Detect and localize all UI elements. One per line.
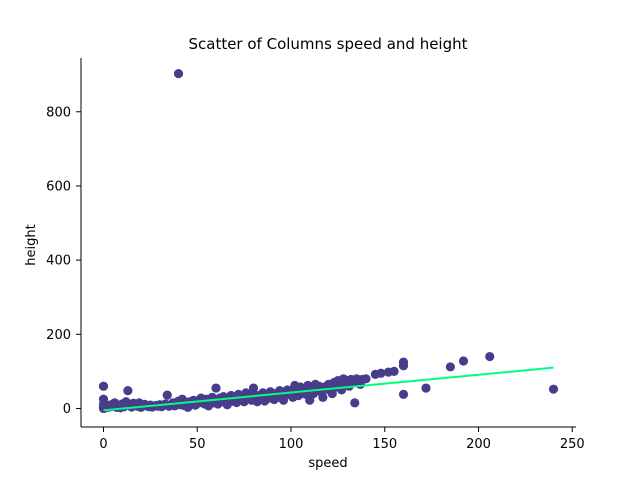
- y-tick-label: 600: [46, 179, 71, 194]
- trendline: [103, 366, 554, 412]
- scatter-point: [211, 383, 221, 393]
- scatter-point: [305, 395, 315, 405]
- y-tick-label: 0: [63, 402, 71, 417]
- y-axis-label: height: [24, 224, 39, 265]
- scatter-point: [123, 386, 133, 396]
- y-tick-label: 200: [46, 328, 71, 343]
- scatter-point: [389, 366, 399, 376]
- y-tick-label: 400: [46, 254, 71, 269]
- y-tick-label: 800: [46, 105, 71, 120]
- scatter-point: [361, 374, 371, 384]
- scatter-point: [398, 361, 409, 371]
- scatter-point: [421, 383, 431, 393]
- scatter-point: [350, 398, 360, 408]
- scatter-point: [485, 351, 495, 362]
- scatter-point: [173, 68, 184, 79]
- scatter-point: [398, 389, 409, 399]
- axes: [80, 58, 576, 428]
- x-tick-label: 50: [189, 437, 206, 452]
- x-tick-label: 0: [99, 437, 107, 452]
- scatter-point: [162, 390, 172, 400]
- x-tick-label: 250: [560, 437, 585, 452]
- scatter-point: [98, 381, 109, 391]
- scatter-point: [278, 395, 289, 405]
- scatter-point: [458, 356, 469, 366]
- scatter-point: [376, 368, 386, 378]
- trendline-group: [103, 366, 554, 412]
- scatter-point: [327, 389, 337, 399]
- scatter-points: [98, 68, 559, 414]
- scatter-point: [548, 384, 559, 394]
- axis-ticks: 0 50 100 150 200 250 0 200 400 600 800: [46, 105, 584, 452]
- x-tick-label: 200: [466, 437, 491, 452]
- x-axis-label: speed: [308, 456, 347, 471]
- scatter-point: [318, 392, 328, 402]
- scatter-point: [445, 362, 455, 372]
- chart-title: Scatter of Columns speed and height: [188, 35, 467, 53]
- x-tick-label: 150: [372, 437, 397, 452]
- x-tick-label: 100: [279, 437, 304, 452]
